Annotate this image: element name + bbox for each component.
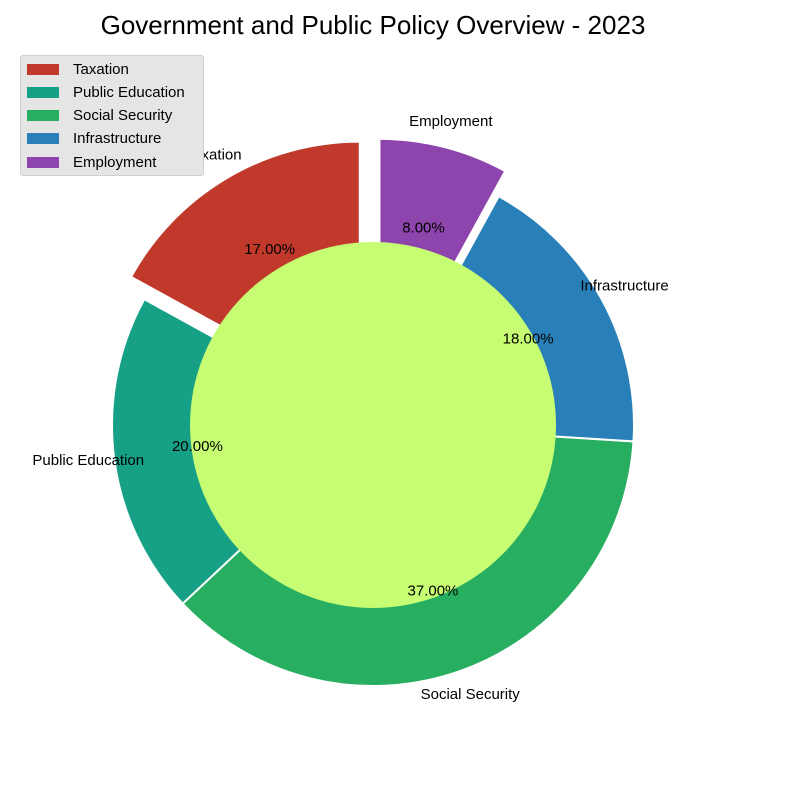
legend-swatch-public-education — [27, 86, 59, 98]
slice-label-social-security: Social Security — [421, 686, 521, 703]
legend-swatch-infrastructure — [27, 133, 59, 145]
legend-label-employment: Employment — [73, 153, 157, 171]
legend-item-public-education: Public Education — [27, 82, 185, 102]
legend-item-infrastructure: Infrastructure — [27, 129, 161, 149]
slice-label-employment: Employment — [409, 113, 493, 130]
legend-swatch-social-security — [27, 110, 59, 122]
slice-label-infrastructure: Infrastructure — [580, 278, 668, 295]
chart-title: Government and Public Policy Overview - … — [100, 10, 646, 40]
legend: Taxation Public Education Social Security I… — [20, 55, 204, 176]
legend-label-taxation: Taxation — [73, 60, 129, 78]
legend-label-infrastructure: Infrastructure — [73, 130, 162, 148]
legend-swatch-employment — [27, 156, 59, 168]
pct-label-infrastructure: 18.00% — [503, 331, 554, 348]
pct-label-taxation: 17.00% — [244, 241, 295, 258]
pct-label-public-education: 20.00% — [172, 438, 223, 455]
legend-item-employment: Employment — [27, 152, 156, 172]
legend-label-public-education: Public Education — [73, 83, 185, 101]
legend-item-taxation: Taxation — [27, 59, 129, 79]
legend-item-social-security: Social Security — [27, 106, 172, 126]
slice-label-public-education: Public Education — [32, 452, 144, 469]
legend-label-social-security: Social Security — [73, 107, 173, 125]
legend-swatch-taxation — [27, 63, 59, 75]
pct-label-social-security: 37.00% — [408, 583, 459, 600]
donut-center — [190, 242, 556, 608]
pct-label-employment: 8.00% — [402, 219, 445, 236]
